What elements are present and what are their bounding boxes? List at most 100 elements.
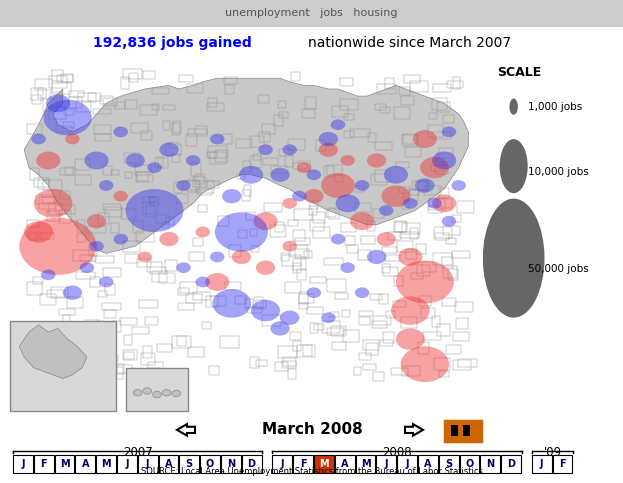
Bar xyxy=(324,167,333,176)
Bar xyxy=(33,276,42,284)
Bar xyxy=(50,287,68,298)
Bar xyxy=(102,303,121,310)
Bar xyxy=(178,303,194,310)
Bar xyxy=(77,220,85,232)
Bar xyxy=(222,134,232,143)
Bar xyxy=(32,95,40,104)
Bar xyxy=(131,123,148,133)
Bar xyxy=(321,321,340,333)
Circle shape xyxy=(63,285,82,300)
Bar xyxy=(73,250,92,261)
Bar xyxy=(90,277,100,287)
Bar xyxy=(42,368,62,377)
Circle shape xyxy=(367,250,386,264)
Bar xyxy=(242,190,250,201)
Bar xyxy=(354,203,371,212)
Bar xyxy=(343,330,359,342)
Bar xyxy=(410,228,419,239)
Bar xyxy=(423,332,442,341)
Bar xyxy=(75,159,90,170)
Bar xyxy=(263,157,278,165)
Circle shape xyxy=(304,189,323,203)
Bar xyxy=(80,255,97,261)
Bar xyxy=(217,216,229,226)
Bar xyxy=(209,98,217,107)
Bar xyxy=(243,161,250,172)
Bar xyxy=(314,455,334,473)
Text: unemployment   jobs   housing: unemployment jobs housing xyxy=(226,8,397,18)
Bar xyxy=(133,221,143,233)
Bar xyxy=(165,260,177,270)
Circle shape xyxy=(89,241,104,252)
Circle shape xyxy=(376,232,396,246)
Bar xyxy=(125,172,132,178)
Bar xyxy=(96,455,116,473)
Circle shape xyxy=(379,205,394,216)
Bar xyxy=(335,293,348,299)
Bar xyxy=(439,455,459,473)
Circle shape xyxy=(172,390,181,397)
Bar xyxy=(229,245,240,257)
Circle shape xyxy=(186,155,201,166)
Circle shape xyxy=(113,234,128,244)
Bar xyxy=(60,191,70,199)
Bar xyxy=(125,255,140,263)
Bar xyxy=(553,455,573,473)
Bar xyxy=(378,84,396,94)
Bar xyxy=(293,209,312,220)
Bar xyxy=(368,133,376,142)
Bar xyxy=(459,359,477,368)
Bar xyxy=(242,455,262,473)
Polygon shape xyxy=(19,325,87,379)
Bar xyxy=(421,308,435,318)
Text: A: A xyxy=(82,459,89,469)
Circle shape xyxy=(159,232,179,246)
Bar xyxy=(56,205,75,214)
Bar xyxy=(437,153,452,162)
Bar xyxy=(279,149,292,156)
Bar xyxy=(332,342,346,350)
Bar xyxy=(341,223,356,231)
Bar xyxy=(95,256,114,263)
Text: A: A xyxy=(164,459,172,469)
Bar xyxy=(173,336,191,348)
Circle shape xyxy=(147,162,162,173)
Bar xyxy=(55,455,74,473)
Bar xyxy=(386,311,396,317)
Bar xyxy=(148,362,163,371)
Bar xyxy=(406,147,421,157)
Bar xyxy=(354,367,361,375)
Bar xyxy=(188,347,204,356)
Text: nationwide since March 2007: nationwide since March 2007 xyxy=(308,37,511,50)
Bar xyxy=(121,77,129,89)
Bar xyxy=(431,165,445,170)
Bar xyxy=(76,272,95,280)
Bar xyxy=(143,197,154,203)
Bar xyxy=(103,166,112,175)
Bar xyxy=(442,298,455,306)
Circle shape xyxy=(381,185,411,207)
Bar xyxy=(115,102,125,109)
Bar xyxy=(224,77,237,85)
Bar xyxy=(247,212,255,220)
Bar xyxy=(114,367,123,379)
Circle shape xyxy=(44,99,92,135)
Bar xyxy=(401,317,417,328)
Bar xyxy=(250,228,257,237)
Bar xyxy=(437,324,450,336)
Bar xyxy=(100,96,113,104)
Bar xyxy=(52,83,71,94)
Circle shape xyxy=(280,311,299,325)
Circle shape xyxy=(212,289,251,318)
Bar xyxy=(402,135,418,146)
Bar xyxy=(350,128,369,137)
Bar xyxy=(437,102,450,112)
Bar xyxy=(281,253,289,261)
Bar xyxy=(49,107,65,119)
Bar xyxy=(295,238,310,245)
Circle shape xyxy=(270,168,290,182)
Bar xyxy=(207,181,219,188)
Bar xyxy=(130,73,138,82)
Text: F: F xyxy=(40,459,47,469)
Bar xyxy=(292,72,300,81)
